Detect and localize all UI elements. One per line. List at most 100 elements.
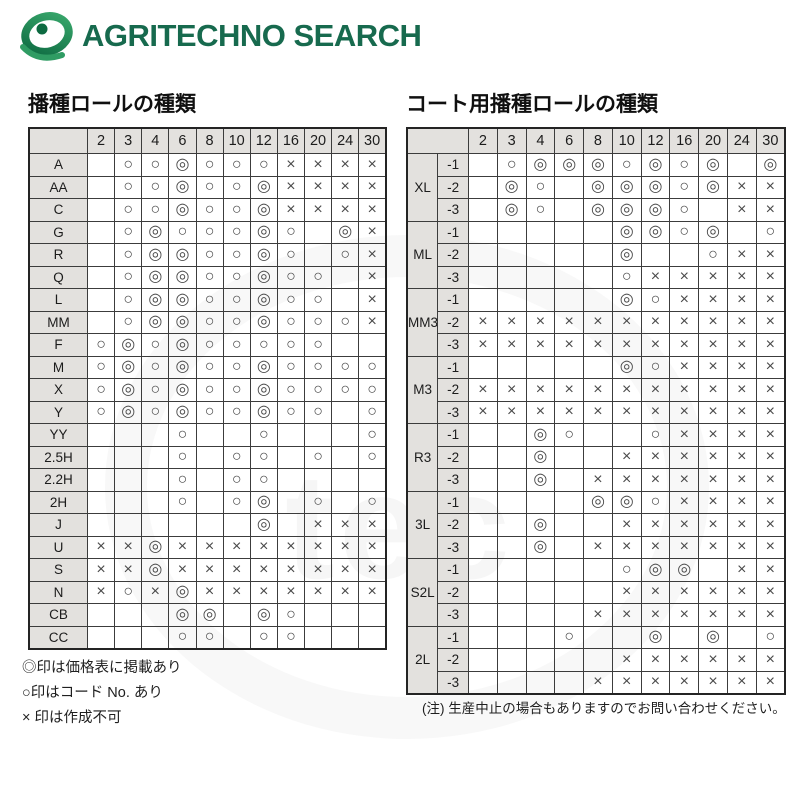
cell-F-4: ○ bbox=[141, 333, 170, 357]
row-label-Y: Y bbox=[28, 400, 88, 424]
group-label-ML: ML bbox=[406, 220, 439, 289]
cell-R3-1-4: ◎ bbox=[525, 423, 556, 447]
sub-label-2L-2: -2 bbox=[437, 648, 469, 672]
cell-M3-3-24: × bbox=[726, 400, 757, 424]
sub-label-2L-3: -3 bbox=[437, 670, 469, 695]
cell-XL-1-8: ◎ bbox=[583, 153, 613, 177]
cell-CC-24 bbox=[331, 625, 360, 650]
cell-R3-2-12: × bbox=[640, 445, 671, 469]
table-row-J: J ◎ × × × bbox=[28, 513, 387, 537]
sub-label-XL-2: -2 bbox=[437, 175, 469, 199]
cell-CB-10 bbox=[222, 603, 251, 627]
cell-X-8: ○ bbox=[195, 378, 224, 402]
table-row-ML-1: ML -1 ◎ ◎ ○ ◎ ○ bbox=[406, 220, 786, 289]
cell-S-3: × bbox=[114, 558, 143, 582]
cell-G-4: ◎ bbox=[141, 220, 170, 244]
cell-J-12: ◎ bbox=[249, 513, 278, 537]
table-row-ML-2: -2 ◎ ○ × × bbox=[407, 243, 786, 267]
cell-S2L-3-10: × bbox=[611, 603, 642, 627]
cell-X-20: ○ bbox=[303, 378, 333, 402]
cell-ML-3-30: × bbox=[755, 265, 786, 289]
cell-S-24: × bbox=[331, 558, 360, 582]
cell-XL-2-10: ◎ bbox=[611, 175, 642, 199]
cell-R3-3-24: × bbox=[726, 468, 757, 492]
cell-ML-2-30: × bbox=[755, 243, 786, 267]
cell-2L-3-2 bbox=[468, 670, 498, 695]
cell-CB-4 bbox=[141, 603, 170, 627]
cell-2L-2-6 bbox=[554, 648, 585, 672]
cell-3L-1-16: × bbox=[669, 490, 700, 514]
cell-2.2H-8 bbox=[195, 468, 224, 492]
cell-J-20: × bbox=[303, 513, 333, 537]
sub-label-XL-1: -1 bbox=[437, 153, 469, 177]
cell-U-4: ◎ bbox=[141, 535, 170, 559]
cell-CC-30 bbox=[358, 625, 387, 650]
cell-R3-1-30: × bbox=[755, 423, 786, 447]
cell-2.5H-20: ○ bbox=[303, 445, 333, 469]
sub-label-3L-3: -3 bbox=[437, 535, 469, 559]
cell-2H-10: ○ bbox=[222, 490, 251, 514]
cell-R3-2-3 bbox=[496, 445, 527, 469]
cell-M-12: ◎ bbox=[249, 355, 278, 379]
cell-ML-2-8 bbox=[583, 243, 613, 267]
cell-3L-3-4: ◎ bbox=[525, 535, 556, 559]
cell-M3-3-16: × bbox=[669, 400, 700, 424]
cell-ML-2-3 bbox=[496, 243, 527, 267]
cell-3L-1-6 bbox=[554, 490, 585, 514]
cell-3L-1-8: ◎ bbox=[583, 490, 613, 514]
cell-3L-3-6 bbox=[554, 535, 585, 559]
cell-R3-2-30: × bbox=[755, 445, 786, 469]
cell-J-16 bbox=[276, 513, 306, 537]
cell-CB-24 bbox=[331, 603, 360, 627]
cell-YY-4 bbox=[141, 423, 170, 447]
legend-item-cross: × 印は作成不可 bbox=[22, 709, 122, 726]
cell-AA-6: ◎ bbox=[168, 175, 197, 199]
cell-YY-10 bbox=[222, 423, 251, 447]
cell-ML-2-16 bbox=[669, 243, 700, 267]
cell-ML-1-8 bbox=[583, 220, 613, 244]
cell-M3-3-8: × bbox=[583, 400, 613, 424]
cell-R-12: ◎ bbox=[249, 243, 278, 267]
cell-MM-24: ○ bbox=[331, 310, 360, 334]
cell-M3-2-6: × bbox=[554, 378, 585, 402]
cell-MM3-2-12: × bbox=[640, 310, 671, 334]
table-row-CB: CB ◎ ◎ ◎ ○ bbox=[28, 603, 387, 627]
cell-YY-6: ○ bbox=[168, 423, 197, 447]
cell-3L-2-30: × bbox=[755, 513, 786, 537]
column-header-2: 2 bbox=[468, 127, 498, 154]
cell-Q-24 bbox=[331, 265, 360, 289]
cell-ML-2-4 bbox=[525, 243, 556, 267]
corner-cell bbox=[28, 127, 88, 154]
column-header-10: 10 bbox=[611, 127, 642, 154]
cell-R3-3-10: × bbox=[611, 468, 642, 492]
cell-M3-2-12: × bbox=[640, 378, 671, 402]
cell-ML-1-6 bbox=[554, 220, 585, 244]
cell-M3-1-6 bbox=[554, 355, 585, 379]
cell-2.2H-24 bbox=[331, 468, 360, 492]
cell-U-30: × bbox=[358, 535, 387, 559]
cell-2.5H-16 bbox=[276, 445, 306, 469]
cell-M-2: ○ bbox=[86, 355, 116, 379]
cell-M3-2-8: × bbox=[583, 378, 613, 402]
group-label-XL: XL bbox=[406, 153, 439, 222]
cell-S2L-2-2 bbox=[468, 580, 498, 604]
row-label-F: F bbox=[28, 333, 88, 357]
coated-seeding-roll-section: コート用播種ロールの種類 2 3 4 6 8 10 12 16 20 24 30 XL -1 ○ ◎ ◎ ◎ ○… bbox=[406, 88, 786, 695]
cell-CC-20 bbox=[303, 625, 333, 650]
cell-XL-2-12: ◎ bbox=[640, 175, 671, 199]
row-label-CB: CB bbox=[28, 603, 88, 627]
cell-2.2H-20 bbox=[303, 468, 333, 492]
group-label-3L: 3L bbox=[406, 490, 439, 559]
cell-Q-20: ○ bbox=[303, 265, 333, 289]
row-label-AA: AA bbox=[28, 175, 88, 199]
cell-MM3-2-2: × bbox=[468, 310, 498, 334]
cell-MM-16: ○ bbox=[276, 310, 306, 334]
table-row-MM3-2: -2 × × × × × × × × × × × bbox=[407, 310, 786, 334]
column-header-16: 16 bbox=[276, 127, 306, 154]
cell-ML-2-10: ◎ bbox=[611, 243, 642, 267]
cell-XL-2-8: ◎ bbox=[583, 175, 613, 199]
cell-M3-1-3 bbox=[496, 355, 527, 379]
cell-J-30: × bbox=[358, 513, 387, 537]
cell-R-20 bbox=[303, 243, 333, 267]
cell-X-12: ◎ bbox=[249, 378, 278, 402]
